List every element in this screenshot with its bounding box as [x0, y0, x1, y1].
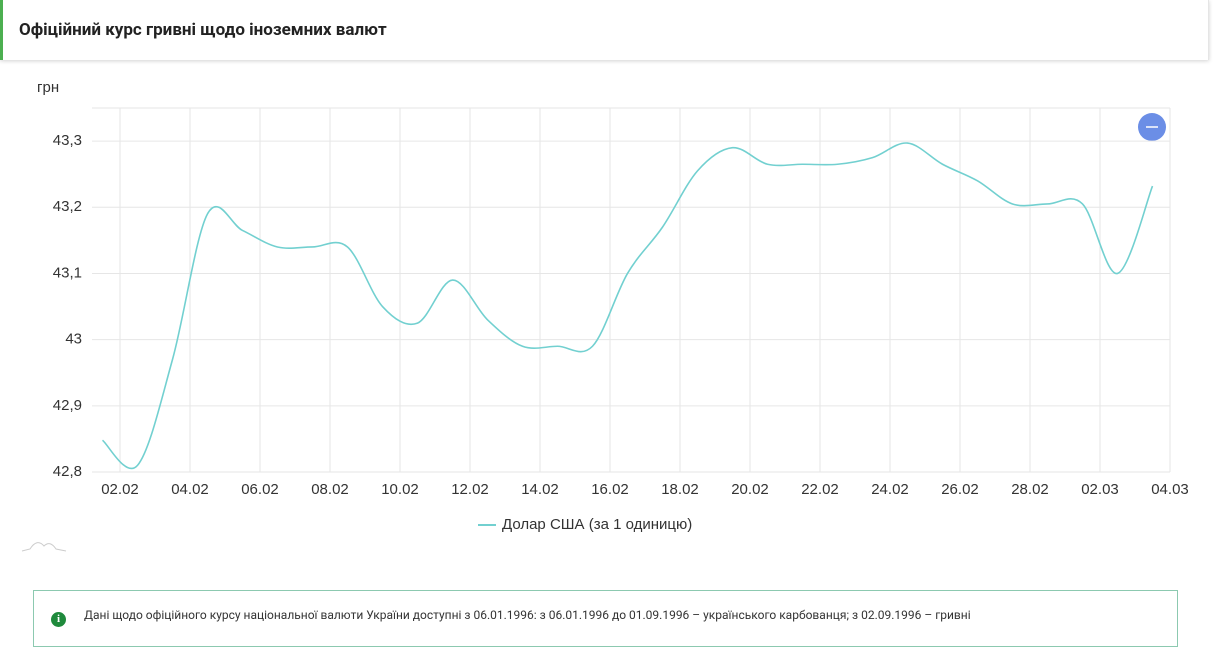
x-tick-label: 02.02	[101, 481, 139, 498]
x-tick-label: 28.02	[1011, 481, 1049, 498]
y-tick-label: 43,2	[53, 198, 82, 215]
x-tick-label: 08.02	[311, 481, 349, 498]
x-tick-label: 18.02	[661, 481, 699, 498]
x-tick-label: 04.02	[171, 481, 209, 498]
header-title: Офіційний курс гривні щодо іноземних вал…	[19, 20, 387, 40]
info-icon: i	[51, 612, 66, 627]
x-tick-label: 10.02	[381, 481, 419, 498]
x-tick-label: 26.02	[941, 481, 979, 498]
info-text: Дані щодо офіційного курсу національної …	[84, 608, 971, 622]
y-tick-label: 43	[65, 331, 82, 348]
x-tick-label: 22.02	[801, 481, 839, 498]
y-tick-label: 43,1	[53, 264, 82, 281]
x-tick-label: 02.03	[1081, 481, 1119, 498]
x-tick-label: 24.02	[871, 481, 909, 498]
x-tick-label: 12.02	[451, 481, 489, 498]
x-tick-label: 20.02	[731, 481, 769, 498]
y-tick-label: 42,9	[53, 397, 82, 414]
x-tick-label: 14.02	[521, 481, 559, 498]
y-tick-label: 42,8	[53, 463, 82, 480]
header: Офіційний курс гривні щодо іноземних вал…	[0, 0, 1209, 60]
chart: грн 42,8 42,9 43 43,1 43,2 43,3 02.02 04.02 06.0…	[21, 79, 1189, 552]
y-tick-label: 43,3	[53, 132, 82, 149]
data-line	[101, 142, 1154, 470]
x-tick-label: 16.02	[591, 481, 629, 498]
legend-label: Долар США (за 1 одиницю)	[502, 516, 692, 533]
y-axis-label: грн	[37, 79, 59, 96]
x-tick-label: 06.02	[241, 481, 279, 498]
x-tick-label: 04.03	[1151, 481, 1189, 498]
info-box: i Дані щодо офіційного курсу національної…	[33, 590, 1178, 647]
range-icon	[21, 542, 67, 552]
